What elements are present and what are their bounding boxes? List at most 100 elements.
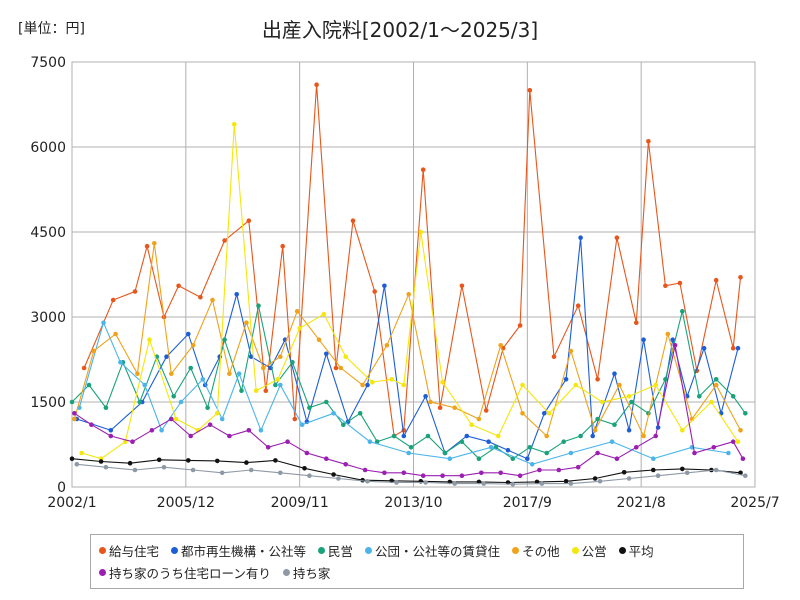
data-point-loan: [149, 428, 155, 433]
data-point-kodan: [568, 450, 574, 456]
data-point-mochiie: [278, 470, 283, 476]
legend-item-kyuyo: 給与住宅: [99, 539, 159, 561]
data-point-sonota: [665, 331, 671, 337]
legend-marker-minei: [318, 546, 326, 554]
data-point-kodan: [299, 422, 305, 428]
data-point-minei: [324, 399, 329, 405]
data-point-koei: [653, 382, 658, 388]
data-point-kyuyo: [263, 388, 269, 394]
data-point-heikin: [592, 476, 598, 481]
data-point-minei: [256, 303, 261, 309]
legend-label-toshi: 都市再生機構・公社等: [181, 543, 307, 559]
legend-marker-koei: [571, 546, 579, 554]
data-point-koei: [520, 382, 525, 388]
data-point-heikin: [302, 466, 307, 471]
data-point-heikin: [738, 470, 743, 476]
data-point-sonota: [210, 297, 215, 303]
data-point-loan: [420, 473, 426, 479]
data-point-kyuyo: [527, 88, 533, 93]
data-point-koei: [275, 377, 281, 382]
data-point-koei: [401, 382, 407, 388]
chart-legend: 給与住宅 都市再生機構・公社等 民営 公団・公社等の賃貸住 その他 公営 平均 持ち家のうち住…: [90, 534, 744, 589]
x-tick-label: 2002/1: [47, 495, 96, 511]
data-point-toshi: [563, 377, 569, 382]
data-point-mochiie: [248, 467, 254, 473]
data-point-loan: [556, 467, 562, 473]
data-point-loan: [653, 433, 658, 439]
data-point-minei: [730, 394, 736, 399]
data-point-minei: [476, 456, 482, 462]
data-point-heikin: [215, 458, 220, 464]
data-point-koei: [253, 388, 259, 394]
data-point-kodan: [258, 428, 264, 433]
data-point-minei: [391, 433, 397, 439]
data-point-kodan: [367, 439, 373, 445]
data-point-kyuyo: [314, 82, 319, 87]
legend-marker-toshi: [171, 546, 179, 554]
legend-label-sonota: その他: [522, 543, 560, 559]
data-point-sonota: [316, 337, 322, 343]
x-tick-label: 2009/11: [271, 495, 329, 511]
data-point-kyuyo: [280, 243, 286, 249]
data-point-sonota: [476, 416, 482, 422]
data-point-kyuyo: [677, 280, 683, 286]
data-point-kyuyo: [110, 297, 116, 303]
data-point-koei: [389, 377, 395, 382]
data-point-sonota: [738, 428, 743, 433]
data-point-koei: [626, 394, 632, 399]
data-point-toshi: [108, 428, 114, 433]
data-point-koei: [680, 428, 685, 433]
data-point-sonota: [498, 343, 504, 348]
data-point-kyuyo: [517, 323, 523, 328]
data-point-loan: [246, 428, 252, 433]
series-koei: [79, 122, 741, 462]
legend-item-loan: 持ち家のうち住宅ローン有り: [99, 561, 271, 583]
data-point-koei: [440, 379, 445, 385]
data-point-sonota: [278, 354, 283, 360]
data-point-minei: [188, 365, 193, 371]
data-point-kyuyo: [663, 283, 668, 289]
data-point-koei: [173, 416, 179, 422]
data-point-loan: [537, 467, 542, 473]
data-point-minei: [578, 433, 583, 439]
data-point-loan: [692, 450, 697, 456]
data-point-toshi: [641, 337, 646, 343]
legend-marker-loan: [99, 568, 106, 576]
data-point-minei: [408, 445, 414, 450]
data-point-sonota: [406, 292, 412, 297]
data-point-sonota: [617, 382, 622, 388]
series-line-heikin: [71, 458, 741, 484]
data-point-toshi: [670, 337, 675, 343]
data-point-minei: [629, 399, 634, 405]
data-point-kyuyo: [292, 416, 298, 422]
series-mochiie: [74, 462, 748, 487]
unit-label: [単位：円]: [18, 21, 85, 37]
data-point-loan: [614, 456, 620, 462]
data-point-heikin: [156, 457, 162, 463]
legend-label-kyuyo: 給与住宅: [109, 543, 160, 559]
data-point-heikin: [244, 460, 249, 465]
data-point-koei: [496, 433, 501, 439]
data-point-mochiie: [510, 481, 516, 487]
data-point-toshi: [486, 439, 491, 445]
data-point-kodan: [236, 371, 242, 377]
data-point-kyuyo: [372, 289, 378, 294]
data-point-minei: [307, 405, 312, 411]
data-point-kyuyo: [634, 320, 639, 326]
data-point-kyuyo: [551, 354, 557, 360]
data-point-kyuyo: [333, 365, 339, 371]
legend-marker-mochiie: [282, 568, 290, 576]
data-point-sonota: [152, 241, 157, 246]
x-tick-label: 2005/12: [157, 495, 215, 511]
data-point-minei: [137, 399, 143, 405]
data-point-loan: [672, 343, 678, 348]
data-point-sonota: [520, 411, 525, 416]
data-point-kodan: [651, 456, 656, 462]
data-point-mochiie: [219, 470, 225, 476]
data-point-loan: [207, 422, 213, 428]
data-point-kyuyo: [246, 218, 252, 223]
data-point-mochiie: [74, 462, 80, 467]
data-point-kyuyo: [420, 167, 426, 172]
data-point-toshi: [505, 447, 511, 453]
data-point-mochiie: [713, 467, 719, 473]
